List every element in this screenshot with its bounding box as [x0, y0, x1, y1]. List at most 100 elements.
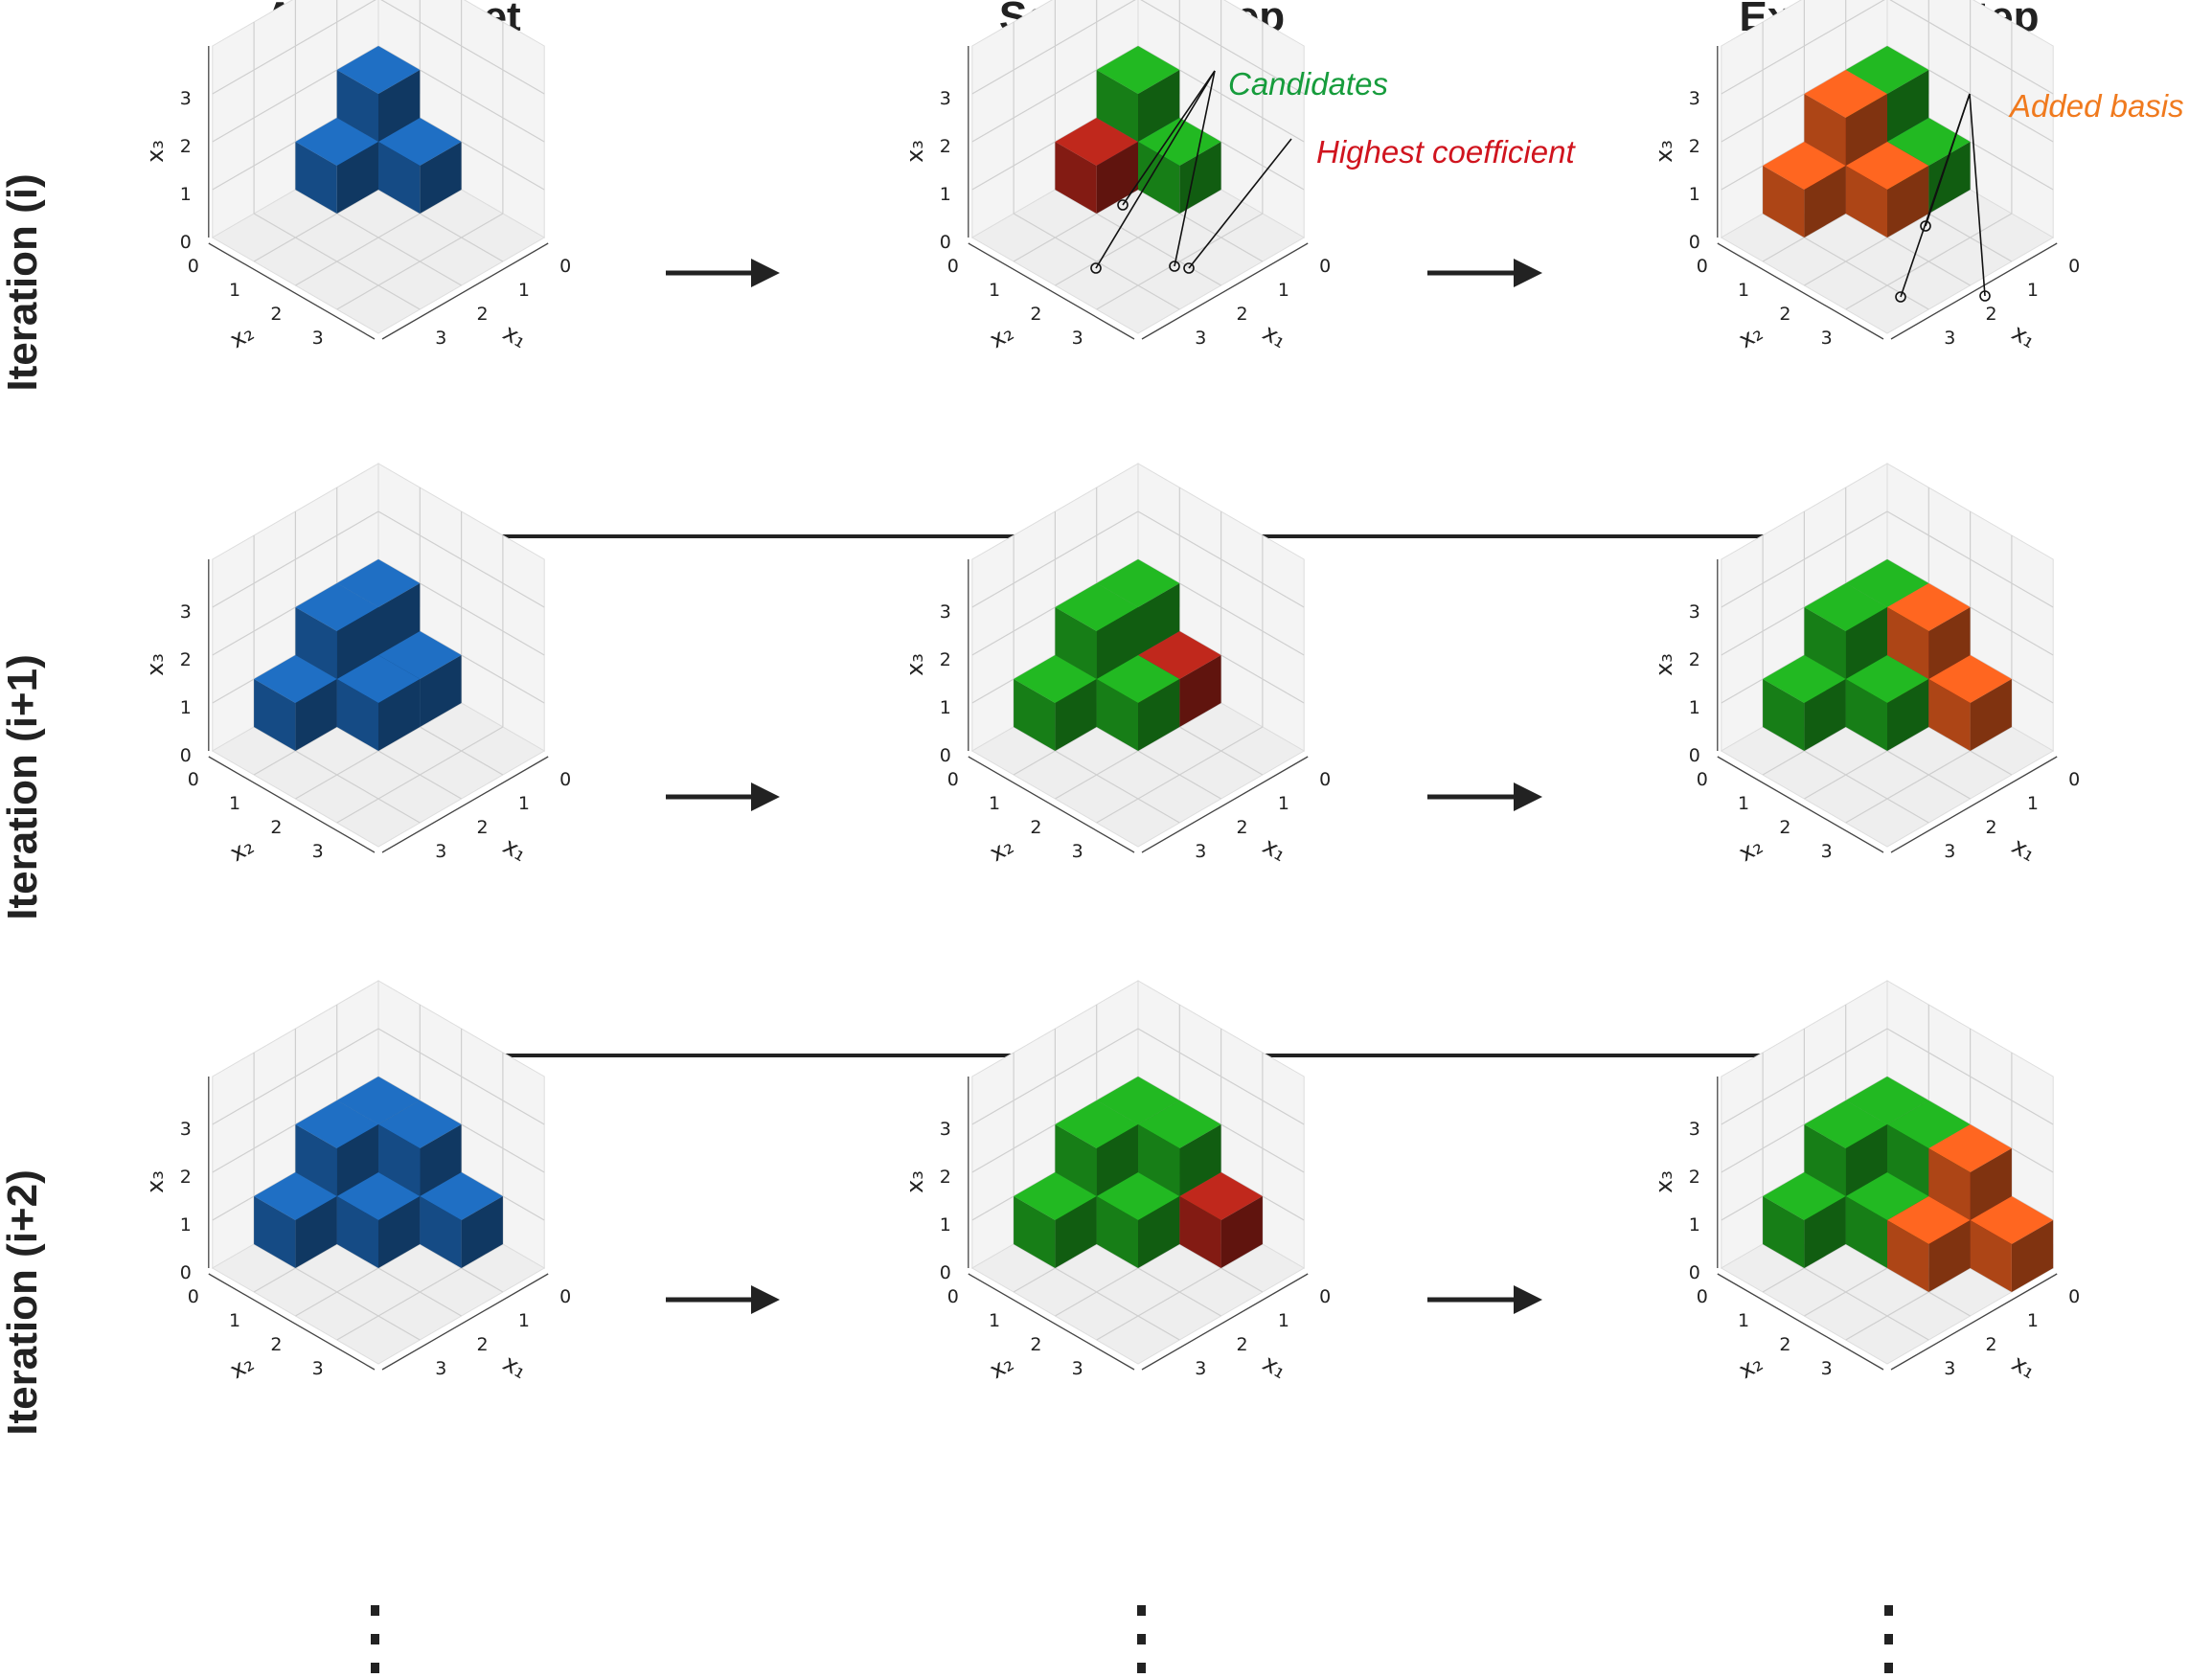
x3-tick-label: 1: [180, 1214, 192, 1236]
x3-tick-label: 2: [180, 649, 192, 670]
x1-tick-label: 2: [477, 817, 489, 838]
x2-axis-label: x₂: [225, 319, 259, 353]
basis-cube-added: [1928, 655, 2012, 751]
leader-dot: [1090, 262, 1102, 274]
basis-cube-candidate: [1804, 583, 1887, 679]
x2-tick-label: 3: [312, 841, 324, 862]
basis-cube-candidate: [1055, 1100, 1138, 1196]
x1-axis-label: x₁: [1258, 319, 1291, 353]
x1-tick-label: 1: [1278, 1310, 1289, 1331]
x1-axis-label: x₁: [2007, 832, 2041, 867]
x1-tick-label: 2: [1986, 817, 1997, 838]
x3-tick-label: 3: [940, 1119, 951, 1140]
basis-cube-candidate: [1096, 46, 1180, 142]
x3-axis-label: x₃: [901, 140, 928, 163]
axis-lines: [1717, 46, 2058, 340]
basis-cube-available: [378, 1100, 462, 1196]
x3-tick-label: 3: [1689, 601, 1700, 623]
leader-dot: [1117, 199, 1129, 211]
panel-r3-c1: 0 0 0 1 1 1 2 2 2 3 3 3 x₃ x₂ x₁: [142, 980, 571, 1384]
x2-axis-label: x₂: [1734, 832, 1767, 867]
x1-tick-label: 0: [1319, 256, 1331, 277]
basis-cube-candidate: [1763, 1172, 1846, 1268]
x2-axis-label: x₂: [1734, 1349, 1767, 1384]
x3-tick-label: 1: [180, 184, 192, 205]
x3-tick-label: 2: [1689, 649, 1700, 670]
axis-lines: [968, 1077, 1309, 1371]
x2-tick-label: 1: [989, 793, 1000, 814]
basis-cube-added: [1763, 142, 1846, 238]
x3-tick-label: 0: [180, 745, 192, 766]
x1-tick-label: 1: [518, 1310, 530, 1331]
row-title-iteration-i-plus-1: Iteration (i+1): [0, 654, 46, 920]
leader-dot: [1169, 261, 1180, 272]
x3-axis-label: x₃: [901, 653, 928, 676]
x3-tick-label: 0: [940, 232, 951, 253]
x3-tick-label: 1: [1689, 184, 1700, 205]
basis-cube-available: [336, 46, 421, 142]
x1-tick-label: 1: [1278, 793, 1289, 814]
x3-tick-label: 0: [940, 1262, 951, 1283]
x1-axis-label: x₁: [1258, 832, 1291, 867]
x1-tick-label: 0: [1319, 769, 1331, 790]
x3-tick-label: 0: [180, 1262, 192, 1283]
leader-line: [1900, 93, 1971, 298]
x2-axis-label: x₂: [985, 1349, 1018, 1384]
x2-tick-label: 2: [270, 1334, 282, 1355]
x2-axis-label: x₂: [985, 319, 1018, 353]
x1-tick-label: 3: [1944, 1358, 1955, 1379]
x2-tick-label: 2: [1030, 1334, 1041, 1355]
axis-lines: [968, 46, 1309, 340]
x2-tick-label: 0: [947, 256, 959, 277]
x1-tick-label: 2: [1237, 817, 1248, 838]
annotation-added-basis: Added basis: [2008, 88, 2184, 124]
x1-tick-label: 2: [1237, 304, 1248, 325]
x2-tick-label: 0: [1697, 769, 1708, 790]
x2-tick-label: 3: [1821, 1358, 1833, 1379]
x2-axis-label: x₂: [1734, 319, 1767, 353]
panel-r1-c1: 0 0 0 1 1 1 2 2 2 3 3 3 x₃ x₂ x₁: [142, 0, 571, 353]
panel-r2-c2: 0 0 0 1 1 1 2 2 2 3 3 3 x₃ x₂ x₁: [901, 463, 1331, 867]
x1-tick-label: 3: [1944, 841, 1955, 862]
x1-tick-label: 0: [2068, 769, 2080, 790]
x3-tick-label: 3: [1689, 88, 1700, 109]
x3-tick-label: 2: [940, 649, 951, 670]
x3-tick-label: 1: [1689, 697, 1700, 718]
x2-tick-label: 3: [312, 1358, 324, 1379]
basis-cube-available: [295, 583, 378, 679]
x2-tick-label: 3: [312, 328, 324, 349]
x1-tick-label: 2: [1986, 304, 1997, 325]
leader-dot: [1979, 290, 1991, 302]
basis-cube-available: [420, 1172, 503, 1268]
x1-axis-label: x₁: [2007, 1349, 2041, 1384]
x2-tick-label: 0: [1697, 1286, 1708, 1307]
x2-tick-label: 3: [1072, 841, 1083, 862]
x2-axis-label: x₂: [985, 832, 1018, 867]
panel-r2-c1: 0 0 0 1 1 1 2 2 2 3 3 3 x₃ x₂ x₁: [142, 463, 571, 867]
panel-r3-c3: 0 0 0 1 1 1 2 2 2 3 3 3 x₃ x₂ x₁: [1651, 980, 2080, 1384]
x3-axis-label: x₃: [901, 1170, 928, 1193]
x1-tick-label: 0: [1319, 1286, 1331, 1307]
x3-tick-label: 2: [180, 136, 192, 157]
ellipsis-column-3: [1884, 1605, 1893, 1673]
x2-tick-label: 3: [1072, 328, 1083, 349]
axis-lines: [208, 46, 549, 340]
basis-cube-added: [1887, 583, 1971, 679]
basis-cube-available: [254, 655, 337, 751]
basis-cube-candidate: [1804, 1100, 1887, 1196]
basis-cube-available: [254, 1172, 337, 1268]
x1-tick-label: 1: [2027, 1310, 2039, 1331]
axis-lines: [208, 559, 549, 853]
x3-tick-label: 3: [180, 601, 192, 623]
x1-tick-label: 0: [559, 256, 571, 277]
x2-tick-label: 2: [1779, 1334, 1790, 1355]
x1-axis-label: x₁: [498, 1349, 532, 1384]
x2-tick-label: 1: [1738, 793, 1749, 814]
x1-tick-label: 1: [1278, 280, 1289, 301]
basis-cube-candidate: [1763, 655, 1846, 751]
x3-tick-label: 3: [180, 1119, 192, 1140]
x1-axis-label: x₁: [2007, 319, 2041, 353]
basis-cube-highest: [1179, 1172, 1263, 1268]
x3-tick-label: 1: [940, 697, 951, 718]
x2-tick-label: 2: [270, 304, 282, 325]
